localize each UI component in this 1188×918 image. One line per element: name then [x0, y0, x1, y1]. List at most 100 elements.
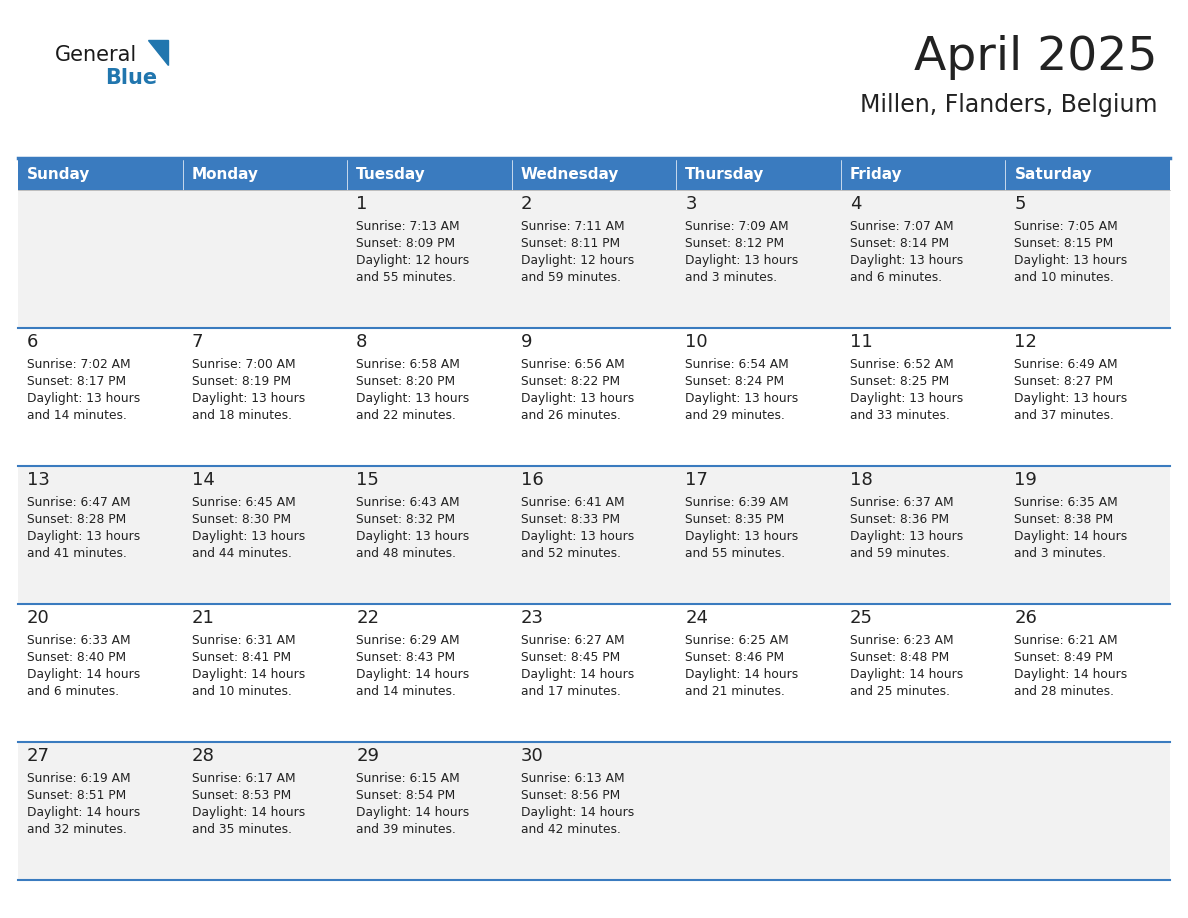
Text: 28: 28 — [191, 747, 215, 765]
Text: and 10 minutes.: and 10 minutes. — [191, 685, 291, 698]
Text: Sunset: 8:11 PM: Sunset: 8:11 PM — [520, 237, 620, 250]
Text: Daylight: 14 hours: Daylight: 14 hours — [520, 668, 634, 681]
Text: Sunset: 8:09 PM: Sunset: 8:09 PM — [356, 237, 455, 250]
Text: 30: 30 — [520, 747, 543, 765]
Text: and 6 minutes.: and 6 minutes. — [849, 271, 942, 284]
Text: Daylight: 13 hours: Daylight: 13 hours — [849, 530, 963, 543]
Text: Daylight: 13 hours: Daylight: 13 hours — [1015, 254, 1127, 267]
Text: Daylight: 14 hours: Daylight: 14 hours — [1015, 668, 1127, 681]
Text: Sunset: 8:12 PM: Sunset: 8:12 PM — [685, 237, 784, 250]
Text: 3: 3 — [685, 195, 697, 213]
Text: Daylight: 14 hours: Daylight: 14 hours — [191, 806, 305, 819]
Text: 13: 13 — [27, 471, 50, 489]
Bar — [18, 158, 183, 190]
Text: Sunset: 8:22 PM: Sunset: 8:22 PM — [520, 375, 620, 388]
Text: Sunrise: 6:15 AM: Sunrise: 6:15 AM — [356, 772, 460, 785]
Bar — [18, 190, 1170, 328]
Text: Sunset: 8:33 PM: Sunset: 8:33 PM — [520, 513, 620, 526]
Text: Sunrise: 7:00 AM: Sunrise: 7:00 AM — [191, 358, 295, 371]
Text: Daylight: 12 hours: Daylight: 12 hours — [356, 254, 469, 267]
Text: and 18 minutes.: and 18 minutes. — [191, 409, 291, 422]
Text: Saturday: Saturday — [1015, 166, 1092, 182]
Text: 27: 27 — [27, 747, 50, 765]
Text: and 26 minutes.: and 26 minutes. — [520, 409, 620, 422]
Text: Sunrise: 7:09 AM: Sunrise: 7:09 AM — [685, 220, 789, 233]
Text: Sunset: 8:28 PM: Sunset: 8:28 PM — [27, 513, 126, 526]
Text: Sunrise: 6:33 AM: Sunrise: 6:33 AM — [27, 634, 131, 647]
Text: Sunrise: 6:27 AM: Sunrise: 6:27 AM — [520, 634, 625, 647]
Text: Sunset: 8:17 PM: Sunset: 8:17 PM — [27, 375, 126, 388]
Text: April 2025: April 2025 — [915, 36, 1158, 81]
Text: Sunset: 8:48 PM: Sunset: 8:48 PM — [849, 651, 949, 664]
Text: 23: 23 — [520, 609, 544, 627]
Text: and 33 minutes.: and 33 minutes. — [849, 409, 949, 422]
Text: Sunrise: 6:52 AM: Sunrise: 6:52 AM — [849, 358, 954, 371]
Text: and 39 minutes.: and 39 minutes. — [356, 823, 456, 836]
Text: Sunrise: 7:13 AM: Sunrise: 7:13 AM — [356, 220, 460, 233]
Text: and 35 minutes.: and 35 minutes. — [191, 823, 291, 836]
Text: Sunrise: 6:23 AM: Sunrise: 6:23 AM — [849, 634, 954, 647]
Text: Sunset: 8:32 PM: Sunset: 8:32 PM — [356, 513, 455, 526]
Text: Monday: Monday — [191, 166, 259, 182]
Text: Thursday: Thursday — [685, 166, 765, 182]
Text: Sunrise: 7:11 AM: Sunrise: 7:11 AM — [520, 220, 625, 233]
Text: Sunset: 8:49 PM: Sunset: 8:49 PM — [1015, 651, 1113, 664]
Text: Sunset: 8:46 PM: Sunset: 8:46 PM — [685, 651, 784, 664]
Bar — [347, 158, 512, 190]
Text: Sunset: 8:25 PM: Sunset: 8:25 PM — [849, 375, 949, 388]
Text: Sunset: 8:38 PM: Sunset: 8:38 PM — [1015, 513, 1113, 526]
Text: 5: 5 — [1015, 195, 1026, 213]
Text: Daylight: 13 hours: Daylight: 13 hours — [685, 254, 798, 267]
Text: and 14 minutes.: and 14 minutes. — [356, 685, 456, 698]
Text: Sunrise: 6:58 AM: Sunrise: 6:58 AM — [356, 358, 460, 371]
Text: 16: 16 — [520, 471, 543, 489]
Text: Sunrise: 6:13 AM: Sunrise: 6:13 AM — [520, 772, 625, 785]
Text: 12: 12 — [1015, 333, 1037, 351]
Text: Daylight: 12 hours: Daylight: 12 hours — [520, 254, 634, 267]
Text: Daylight: 13 hours: Daylight: 13 hours — [191, 530, 305, 543]
Text: 26: 26 — [1015, 609, 1037, 627]
Text: 6: 6 — [27, 333, 38, 351]
Text: Blue: Blue — [105, 68, 157, 88]
Bar — [841, 158, 1005, 190]
Text: 4: 4 — [849, 195, 861, 213]
Text: and 59 minutes.: and 59 minutes. — [520, 271, 620, 284]
Text: Friday: Friday — [849, 166, 903, 182]
Text: 2: 2 — [520, 195, 532, 213]
Text: Sunrise: 6:29 AM: Sunrise: 6:29 AM — [356, 634, 460, 647]
Text: and 3 minutes.: and 3 minutes. — [685, 271, 777, 284]
Text: Sunrise: 7:07 AM: Sunrise: 7:07 AM — [849, 220, 954, 233]
Text: Sunrise: 6:25 AM: Sunrise: 6:25 AM — [685, 634, 789, 647]
Text: Daylight: 13 hours: Daylight: 13 hours — [685, 530, 798, 543]
Text: Sunrise: 6:49 AM: Sunrise: 6:49 AM — [1015, 358, 1118, 371]
Text: Daylight: 13 hours: Daylight: 13 hours — [356, 392, 469, 405]
Text: and 10 minutes.: and 10 minutes. — [1015, 271, 1114, 284]
Text: 9: 9 — [520, 333, 532, 351]
Text: Sunrise: 6:21 AM: Sunrise: 6:21 AM — [1015, 634, 1118, 647]
Bar — [18, 742, 1170, 880]
Text: Sunrise: 6:45 AM: Sunrise: 6:45 AM — [191, 496, 296, 509]
Text: Sunrise: 6:43 AM: Sunrise: 6:43 AM — [356, 496, 460, 509]
Text: Sunset: 8:56 PM: Sunset: 8:56 PM — [520, 789, 620, 802]
Text: Daylight: 14 hours: Daylight: 14 hours — [356, 668, 469, 681]
Text: and 41 minutes.: and 41 minutes. — [27, 547, 127, 560]
Text: and 17 minutes.: and 17 minutes. — [520, 685, 620, 698]
Bar — [1005, 158, 1170, 190]
Text: Sunset: 8:14 PM: Sunset: 8:14 PM — [849, 237, 949, 250]
Text: 1: 1 — [356, 195, 367, 213]
Text: Daylight: 13 hours: Daylight: 13 hours — [191, 392, 305, 405]
Text: 14: 14 — [191, 471, 215, 489]
Text: 8: 8 — [356, 333, 367, 351]
Text: Sunset: 8:53 PM: Sunset: 8:53 PM — [191, 789, 291, 802]
Text: 7: 7 — [191, 333, 203, 351]
Text: 11: 11 — [849, 333, 873, 351]
Text: and 25 minutes.: and 25 minutes. — [849, 685, 950, 698]
Text: 25: 25 — [849, 609, 873, 627]
Text: Wednesday: Wednesday — [520, 166, 619, 182]
Text: Sunset: 8:40 PM: Sunset: 8:40 PM — [27, 651, 126, 664]
Text: Millen, Flanders, Belgium: Millen, Flanders, Belgium — [860, 93, 1158, 117]
Text: and 48 minutes.: and 48 minutes. — [356, 547, 456, 560]
Text: 22: 22 — [356, 609, 379, 627]
Text: Sunset: 8:35 PM: Sunset: 8:35 PM — [685, 513, 784, 526]
Text: 18: 18 — [849, 471, 873, 489]
